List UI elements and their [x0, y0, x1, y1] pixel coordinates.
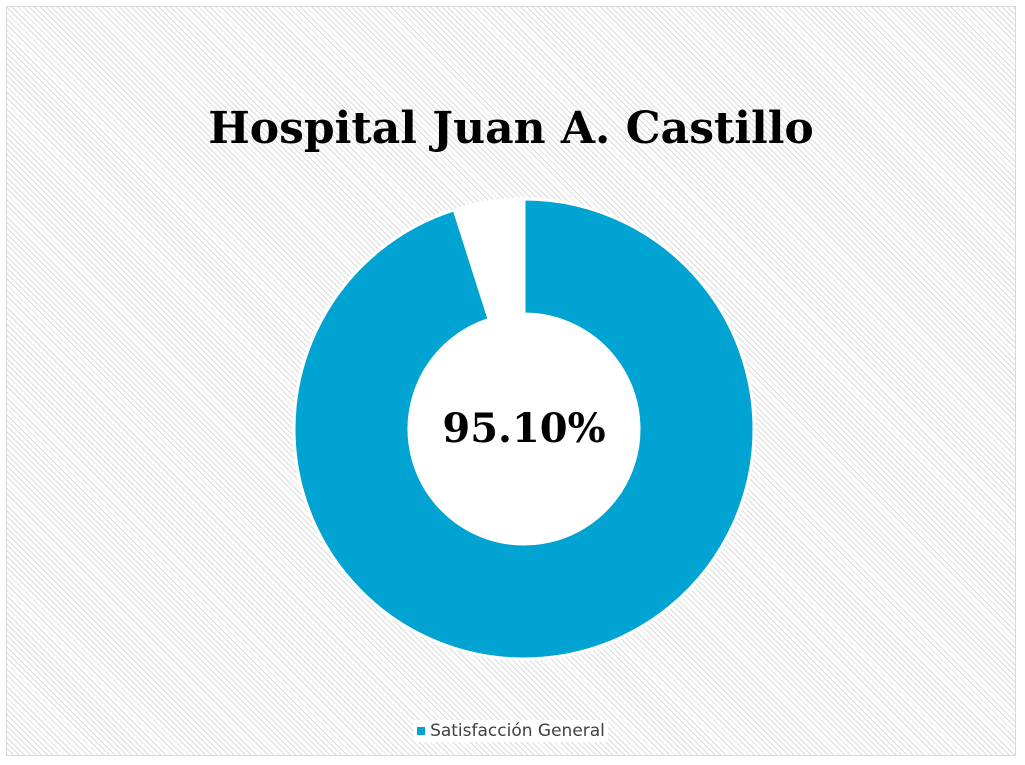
- donut-chart: [292, 197, 756, 661]
- legend-swatch: [417, 727, 426, 735]
- chart-title: Hospital Juan A. Castillo: [208, 103, 814, 154]
- legend: Satisfacción General: [7, 720, 1015, 742]
- legend-label: Satisfacción General: [430, 721, 605, 741]
- donut-hole: [409, 314, 639, 544]
- chart-area: Hospital Juan A. Castillo 95.10% Satisfa…: [6, 6, 1016, 756]
- legend-item-satisfaccion-general: Satisfacción General: [414, 720, 608, 742]
- center-value-label: 95.10%: [442, 405, 606, 452]
